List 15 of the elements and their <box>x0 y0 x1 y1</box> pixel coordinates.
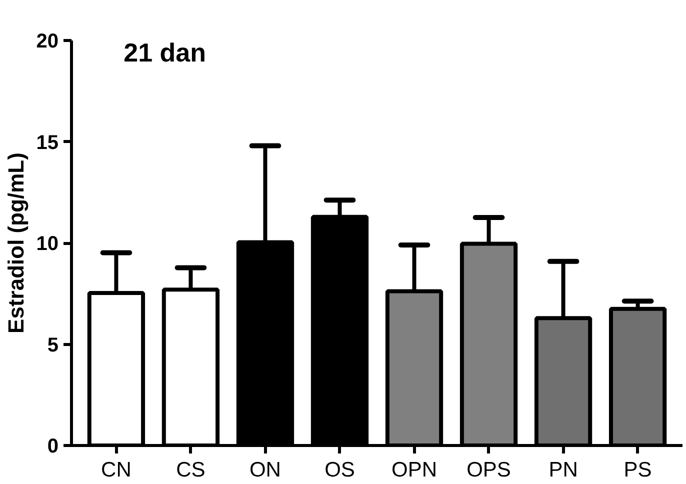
y-tick-label: 20 <box>36 30 59 52</box>
x-tick-label: PN <box>548 458 578 482</box>
y-tick-label: 15 <box>36 132 59 154</box>
x-tick-label: ON <box>249 458 281 482</box>
x-tick-label: OS <box>324 458 355 482</box>
y-tick-label: 0 <box>47 436 58 458</box>
y-tick-label: 10 <box>36 233 59 255</box>
y-tick-label: 5 <box>47 334 58 356</box>
x-tick-label: OPS <box>466 458 511 482</box>
x-tick-label: PS <box>624 458 652 482</box>
chart-title: 21 dan <box>124 38 206 68</box>
x-tick-label: CN <box>101 458 132 482</box>
x-tick-label: CS <box>176 458 206 482</box>
x-tick-label: OPN <box>392 458 438 482</box>
y-axis-title: Estradiol (pg/mL) <box>3 152 28 334</box>
